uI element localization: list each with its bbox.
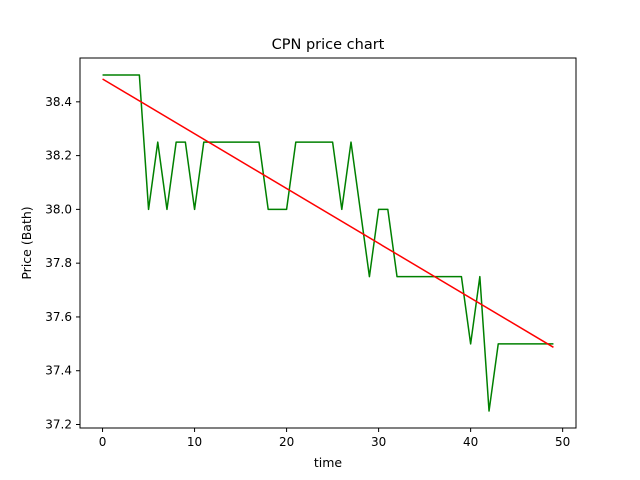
x-tick-label: 40 <box>463 435 478 449</box>
x-axis-label: time <box>314 455 343 470</box>
trend-line <box>102 78 554 348</box>
plot-frame <box>79 57 577 429</box>
y-tick-label: 38.4 <box>45 95 72 109</box>
x-axis-ticks: 0 10 20 30 40 50 <box>99 428 570 449</box>
y-axis-label: Price (Bath) <box>19 206 34 279</box>
x-tick-label: 20 <box>279 435 294 449</box>
x-tick-label: 30 <box>371 435 386 449</box>
y-tick-label: 37.6 <box>45 310 72 324</box>
y-tick-label: 38.0 <box>45 202 72 216</box>
x-tick-label: 0 <box>99 435 107 449</box>
y-tick-label: 37.4 <box>45 364 72 378</box>
series-layer <box>102 74 554 412</box>
y-tick-label: 38.2 <box>45 149 72 163</box>
chart-title: CPN price chart <box>272 37 385 53</box>
price-series-line <box>102 74 554 412</box>
x-tick-label: 10 <box>187 435 202 449</box>
y-axis-ticks: 37.2 37.4 37.6 37.8 38.0 38.2 38.4 <box>45 95 80 432</box>
y-tick-label: 37.8 <box>45 256 72 270</box>
y-tick-label: 37.2 <box>45 418 72 432</box>
x-tick-label: 50 <box>555 435 570 449</box>
